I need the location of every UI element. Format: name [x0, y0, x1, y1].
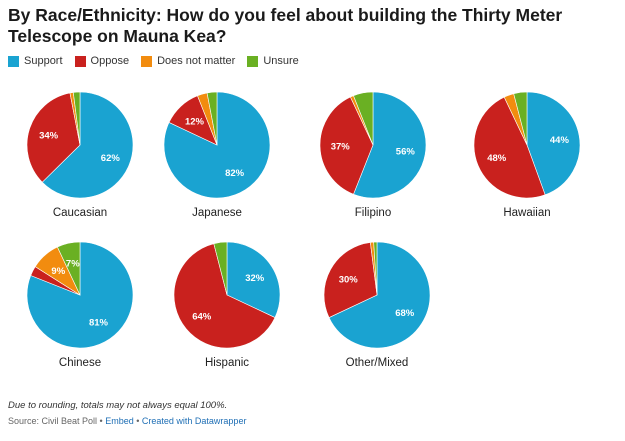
legend-label-support: Support [24, 55, 63, 67]
legend-swatch-oppose [74, 55, 86, 67]
source-line: Source: Civil Beat Poll • Embed • Create… [8, 416, 246, 426]
datawrapper-link[interactable]: Created with Datawrapper [141, 416, 247, 426]
slice-filipino-unsure [353, 91, 374, 146]
pie-name-hispanic: Hispanic [205, 357, 249, 369]
pie-name-caucasian: Caucasian [53, 207, 107, 219]
label-caucasian-support: 62% [101, 153, 121, 164]
legend-item-oppose: Oppose [74, 55, 130, 67]
pie-hispanic: 32% 64% Hispanic [173, 241, 281, 369]
pie-name-chinese: Chinese [59, 357, 101, 369]
slice-other-mixed-oppose [323, 242, 378, 318]
pie-name-other-mixed: Other/Mixed [346, 357, 409, 369]
label-japanese-oppose: 12% [185, 117, 205, 128]
pie-name-hawaiian: Hawaiian [503, 207, 550, 219]
embed-link[interactable]: Embed [105, 416, 134, 426]
slice-hawaiian-oppose [473, 96, 546, 199]
slice-filipino-oppose [319, 96, 374, 195]
slice-caucasian-support [41, 91, 134, 199]
label-chinese-does-not-matter: 9% [51, 266, 65, 277]
pie-name-filipino: Filipino [355, 207, 391, 219]
label-hawaiian-support: 44% [550, 135, 570, 146]
slice-chinese-unsure [57, 241, 81, 296]
pie-japanese: 82% 12% Japanese [163, 91, 271, 219]
pie-caucasian: 62% 34% Caucasian [26, 91, 134, 219]
pie-other-mixed: 68% 30% Other/Mixed [323, 241, 431, 369]
label-caucasian-oppose: 34% [39, 131, 59, 142]
legend-item-support: Support [8, 55, 63, 67]
slice-hispanic-support [226, 241, 281, 318]
slice-other-mixed-unsure [373, 241, 378, 296]
slice-hawaiian-support [526, 91, 581, 196]
rounding-note: Due to rounding, totals may not always e… [8, 400, 228, 411]
pie-filipino: 56% 37% Filipino [319, 91, 427, 219]
label-filipino-support: 56% [396, 147, 416, 158]
pie-name-japanese: Japanese [192, 207, 242, 219]
label-hispanic-support: 32% [245, 273, 265, 284]
slice-japanese-unsure [206, 91, 218, 146]
label-hispanic-oppose: 64% [192, 311, 212, 322]
label-hawaiian-oppose: 48% [487, 153, 507, 164]
source-separator: • [133, 416, 142, 426]
pie-hawaiian: 44% 48% Hawaiian [473, 91, 581, 219]
label-other-mixed-oppose: 30% [339, 275, 359, 286]
legend-swatch-support [8, 55, 19, 67]
slice-caucasian-oppose [26, 92, 81, 183]
label-filipino-oppose: 37% [331, 142, 351, 153]
slice-filipino-support [353, 91, 427, 199]
legend-item-does-not-matter: Does not matter [141, 55, 235, 67]
chart-title: By Race/Ethnicity: How do you feel about… [8, 5, 563, 46]
slice-hawaiian-unsure [513, 91, 528, 146]
pie-chinese: 81% 9%7% Chinese [26, 241, 134, 369]
legend-label-oppose: Oppose [90, 55, 130, 67]
legend: Support Oppose Does not matter Unsure [8, 55, 311, 67]
slice-hispanic-oppose [173, 243, 276, 349]
label-chinese-support: 81% [89, 318, 109, 329]
label-other-mixed-support: 68% [395, 308, 415, 319]
legend-item-unsure: Unsure [247, 55, 299, 67]
slice-other-mixed-support [328, 241, 431, 349]
legend-swatch-unsure [247, 55, 259, 67]
legend-label-does-not-matter: Does not matter [157, 55, 236, 67]
legend-label-unsure: Unsure [263, 55, 299, 67]
slice-hispanic-unsure [213, 241, 228, 296]
slice-caucasian-unsure [72, 91, 81, 146]
label-japanese-support: 82% [225, 168, 245, 179]
source-text: Source: Civil Beat Poll • [8, 416, 106, 426]
legend-swatch-does-not-matter [141, 55, 153, 67]
label-chinese-unsure: 7% [66, 258, 80, 269]
